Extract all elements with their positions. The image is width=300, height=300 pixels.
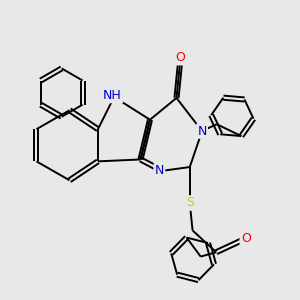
Text: S: S [186, 196, 194, 209]
Text: NH: NH [103, 89, 122, 102]
Text: O: O [241, 232, 250, 245]
Text: N: N [155, 164, 164, 177]
Text: N: N [197, 124, 207, 138]
Text: O: O [175, 51, 185, 64]
